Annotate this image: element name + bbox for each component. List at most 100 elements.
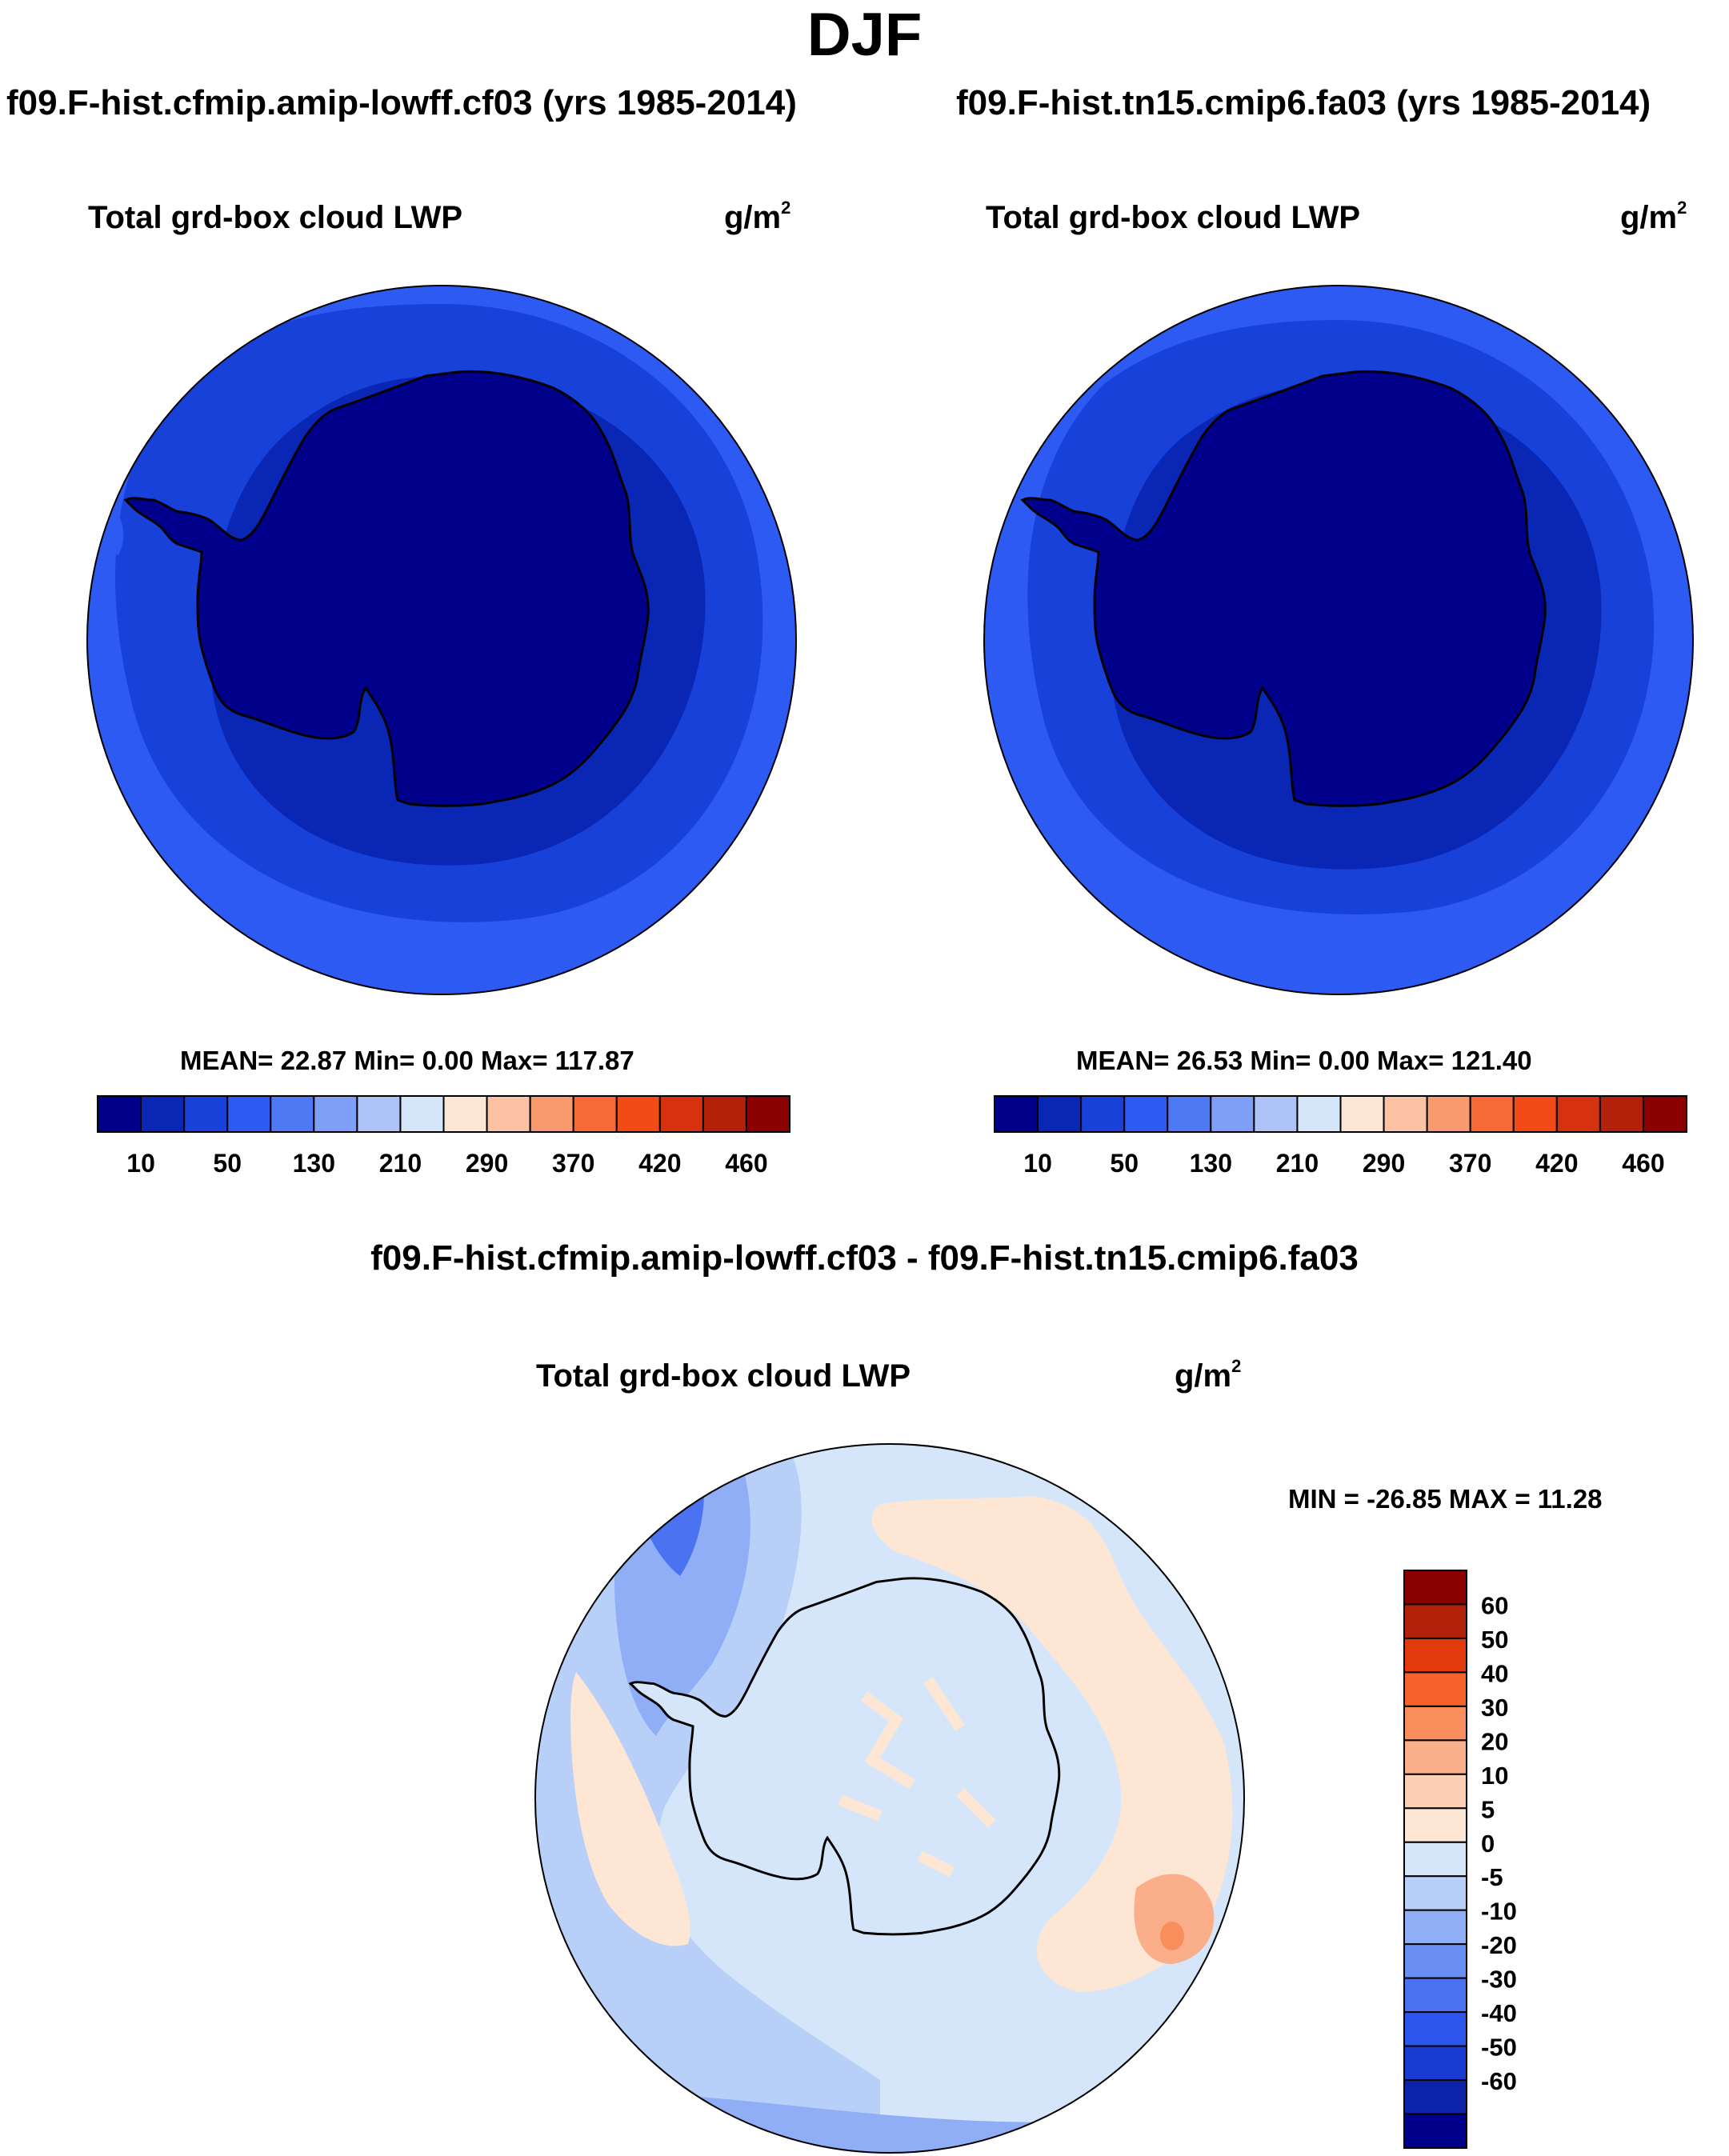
panel1-units: g/m2	[724, 197, 791, 235]
panel2-colorbar-box	[1426, 1095, 1471, 1133]
panel2-map	[984, 286, 1693, 994]
panel2-colorbar-tick-label: 210	[1276, 1149, 1319, 1178]
panel1-colorbar-box	[702, 1095, 747, 1133]
panel1-map-border	[86, 285, 797, 995]
difference-colorbar-box	[1403, 1705, 1467, 1742]
difference-colorbar-box	[1403, 1603, 1467, 1639]
difference-map-border	[534, 1443, 1245, 2154]
panel2-colorbar-box	[1123, 1095, 1169, 1133]
panel2-colorbar-tick-label: 10	[1023, 1149, 1052, 1178]
panel1-case-title: f09.F-hist.cfmip.amip-lowff.cf03 (yrs 19…	[6, 83, 797, 122]
panel2-colorbar-tick-label: 50	[1110, 1149, 1139, 1178]
panel1-colorbar-box	[399, 1095, 445, 1133]
difference-units: g/m2	[1175, 1355, 1242, 1394]
diff-level-pos0-west	[570, 1672, 690, 1946]
panel1-colorbar-box	[270, 1095, 315, 1133]
difference-colorbar-box	[1403, 1807, 1467, 1843]
panel1-colorbar-box	[140, 1095, 186, 1133]
panel2-colorbar-box	[1037, 1095, 1083, 1133]
panel2-colorbar-tick-label: 460	[1622, 1149, 1664, 1178]
panel2-colorbar-tick-label: 290	[1363, 1149, 1405, 1178]
panel2-stats: MEAN= 26.53 Min= 0.00 Max= 121.40	[1076, 1046, 1532, 1075]
panel1-colorbar-tick-label: 130	[293, 1149, 335, 1178]
difference-colorbar-box	[1403, 1875, 1467, 1911]
panel1-colorbar-box	[615, 1095, 661, 1133]
difference-map	[535, 1444, 1244, 2153]
panel2-colorbar-box	[1599, 1095, 1644, 1133]
diff-level-neg5	[535, 1444, 880, 2153]
panel2-variable-title: Total grd-box cloud LWP	[986, 200, 1361, 235]
difference-colorbar-tick-label: -50	[1481, 2034, 1517, 2062]
difference-colorbar-box	[1403, 2113, 1467, 2149]
panel2-colorbar-box	[1469, 1095, 1515, 1133]
panel1-colorbar-tick-label: 10	[126, 1149, 155, 1178]
panel1-colorbar-box	[356, 1095, 402, 1133]
panel1-colorbar-box	[183, 1095, 229, 1133]
panel2-colorbar-box	[1555, 1095, 1601, 1133]
difference-colorbar-box	[1403, 1773, 1467, 1810]
panel2-units: g/m2	[1620, 197, 1687, 235]
panel1-colorbar-box	[226, 1095, 272, 1133]
panel2-colorbar-box	[1512, 1095, 1558, 1133]
panel2-colorbar-box	[1080, 1095, 1126, 1133]
difference-colorbar-box	[1403, 2045, 1467, 2082]
panel1-colorbar-tick-label: 50	[213, 1149, 242, 1178]
difference-colorbar-tick-label: 20	[1481, 1727, 1508, 1755]
panel1-colorbar-box	[529, 1095, 574, 1133]
difference-colorbar-box	[1403, 2079, 1467, 2115]
panel1-colorbar: 10 50 130 210 290 370 420 460	[97, 1095, 790, 1178]
panel1-colorbar-box	[745, 1095, 790, 1133]
difference-colorbar-tick-label: 40	[1481, 1659, 1508, 1687]
panel2-colorbar-box	[994, 1095, 1039, 1133]
panel1-colorbar-box	[313, 1095, 358, 1133]
difference-colorbar-box	[1403, 1739, 1467, 1775]
difference-colorbar-box	[1403, 1570, 1467, 1606]
panel1-map	[87, 286, 796, 994]
difference-title: f09.F-hist.cfmip.amip-lowff.cf03 - f09.F…	[370, 1238, 1359, 1278]
panel1-stats: MEAN= 22.87 Min= 0.00 Max= 117.87	[180, 1046, 634, 1075]
panel2-colorbar-box	[1210, 1095, 1255, 1133]
difference-colorbar-tick-label: -20	[1481, 1931, 1517, 1959]
difference-colorbar-box	[1403, 2011, 1467, 2047]
panel1-colorbar-box	[486, 1095, 531, 1133]
difference-colorbar-tick-label: 30	[1481, 1694, 1508, 1722]
difference-colorbar-tick-label: -40	[1481, 1999, 1517, 2027]
difference-colorbar-box	[1403, 1671, 1467, 1707]
difference-colorbar-tick-label: 60	[1481, 1591, 1508, 1619]
panel2-colorbar-tick-label: 420	[1535, 1149, 1578, 1178]
difference-colorbar-tick-label: -10	[1481, 1898, 1517, 1926]
panel1-colorbar-tick-label: 420	[638, 1149, 681, 1178]
panel2-colorbar-box	[1383, 1095, 1428, 1133]
panel1-colorbar-tick-label: 210	[379, 1149, 422, 1178]
diff-continent-patches	[838, 1677, 996, 1878]
difference-colorbar-tick-label: 5	[1481, 1795, 1495, 1823]
difference-colorbar-tick-label: 50	[1481, 1626, 1508, 1654]
difference-colorbar-tick-label: 0	[1481, 1830, 1495, 1858]
panel2-colorbar: 10 50 130 210 290 370 420 460	[994, 1095, 1687, 1178]
panel2-colorbar-box	[1296, 1095, 1342, 1133]
panel1-colorbar-box	[97, 1095, 142, 1133]
panel2-colorbar-tick-label: 370	[1449, 1149, 1491, 1178]
panel2-colorbar-box	[1167, 1095, 1212, 1133]
diff-level-pos10	[1160, 1922, 1184, 1950]
diff-level-pos0	[871, 1496, 1233, 1992]
difference-colorbar-box	[1403, 1943, 1467, 1979]
difference-colorbar-box	[1403, 1977, 1467, 2014]
panel1-colorbar-box	[442, 1095, 488, 1133]
diff-level-pos5	[1134, 1874, 1215, 1964]
figure-title: DJF	[806, 1, 923, 69]
panel1-colorbar-tick-label: 370	[552, 1149, 594, 1178]
panel2-colorbar-box	[1339, 1095, 1385, 1133]
panel1-colorbar-tick-label: 460	[725, 1149, 767, 1178]
difference-variable-title: Total grd-box cloud LWP	[536, 1358, 911, 1394]
panel2-colorbar-box	[1253, 1095, 1299, 1133]
difference-colorbar-tick-label: -60	[1481, 2067, 1517, 2095]
panel1-colorbar-box	[658, 1095, 704, 1133]
panel2-colorbar-tick-label: 130	[1190, 1149, 1232, 1178]
panel2-case-title: f09.F-hist.tn15.cmip6.fa03 (yrs 1985-201…	[956, 83, 1651, 122]
difference-colorbar-box	[1403, 1637, 1467, 1674]
panel1-variable-title: Total grd-box cloud LWP	[88, 200, 463, 235]
difference-stats: MIN = -26.85 MAX = 11.28	[1288, 1484, 1603, 1514]
